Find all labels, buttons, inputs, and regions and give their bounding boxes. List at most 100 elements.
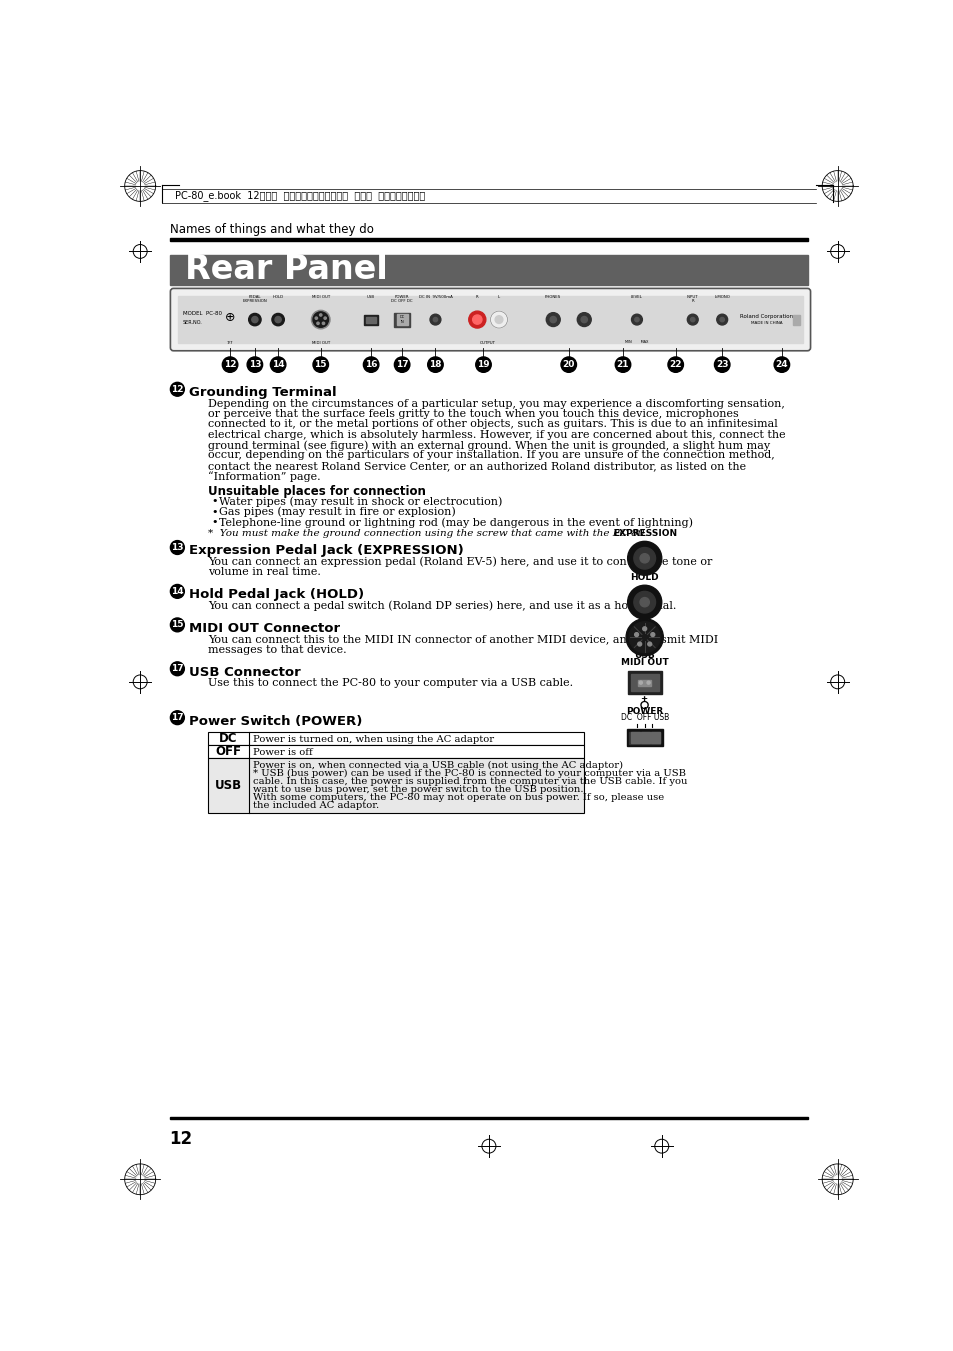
Text: LEVEL: LEVEL — [630, 295, 642, 299]
Circle shape — [625, 619, 662, 655]
Text: L: L — [497, 295, 499, 299]
Text: OFF: OFF — [215, 744, 241, 758]
Text: INPUT
R: INPUT R — [686, 295, 698, 303]
Circle shape — [322, 322, 324, 324]
Bar — [364, 315, 377, 326]
Text: Expression Pedal Jack (EXPRESSION): Expression Pedal Jack (EXPRESSION) — [189, 544, 463, 558]
Circle shape — [646, 681, 649, 684]
Text: 12: 12 — [171, 385, 183, 393]
Text: EXPRESSION: EXPRESSION — [612, 530, 676, 538]
Text: Gas pipes (may result in fire or explosion): Gas pipes (may result in fire or explosi… — [219, 507, 456, 517]
Text: want to use bus power, set the power switch to the USB position.: want to use bus power, set the power swi… — [253, 785, 582, 794]
Bar — [630, 674, 658, 692]
Text: 23: 23 — [715, 361, 728, 369]
Text: PC-80_e.book  12ページ  ２００５年１１月１０日  木曜日  午前１１時３４分: PC-80_e.book 12ページ ２００５年１１月１０日 木曜日 午前１１時… — [174, 190, 425, 201]
Circle shape — [433, 317, 437, 322]
Circle shape — [639, 681, 641, 684]
Bar — [627, 671, 661, 694]
Text: Names of things and what they do: Names of things and what they do — [170, 223, 374, 236]
Circle shape — [650, 632, 654, 636]
Text: Roland Corporation: Roland Corporation — [739, 313, 792, 319]
Text: Power Switch (POWER): Power Switch (POWER) — [189, 715, 362, 728]
Circle shape — [427, 357, 443, 373]
Circle shape — [639, 554, 649, 563]
Text: MIDI OUT: MIDI OUT — [312, 295, 330, 299]
Circle shape — [631, 315, 641, 326]
Text: 15: 15 — [314, 361, 327, 369]
Circle shape — [773, 357, 789, 373]
Text: HOLD: HOLD — [630, 573, 659, 582]
Bar — [366, 316, 375, 323]
Bar — [394, 312, 410, 327]
Circle shape — [638, 642, 641, 646]
Circle shape — [171, 662, 184, 676]
Bar — [629, 731, 659, 744]
Circle shape — [667, 357, 682, 373]
Bar — [650, 732, 659, 743]
Text: volume in real time.: volume in real time. — [208, 567, 321, 577]
Text: 16: 16 — [364, 361, 377, 369]
Text: the included AC adaptor.: the included AC adaptor. — [253, 801, 378, 811]
Text: 21: 21 — [616, 361, 629, 369]
Text: 17: 17 — [171, 665, 184, 673]
Circle shape — [313, 312, 328, 327]
Bar — [396, 315, 407, 326]
Circle shape — [430, 315, 440, 326]
Circle shape — [633, 592, 655, 613]
Text: MIDI OUT Connector: MIDI OUT Connector — [189, 621, 340, 635]
Text: messages to that device.: messages to that device. — [208, 644, 347, 654]
Circle shape — [490, 311, 507, 328]
Text: Depending on the circumstances of a particular setup, you may experience a disco: Depending on the circumstances of a part… — [208, 399, 784, 408]
Bar — [208, 731, 583, 744]
Text: 18: 18 — [429, 361, 441, 369]
Text: ground terminal (see figure) with an external ground. When the unit is grounded,: ground terminal (see figure) with an ext… — [208, 440, 770, 451]
Text: You can connect a pedal switch (Roland DP series) here, and use it as a hold ped: You can connect a pedal switch (Roland D… — [208, 601, 676, 611]
Text: USB: USB — [214, 780, 242, 792]
Circle shape — [634, 317, 639, 322]
Circle shape — [249, 313, 261, 326]
Circle shape — [316, 322, 319, 324]
Text: DC
IN: DC IN — [399, 315, 404, 324]
FancyBboxPatch shape — [171, 288, 810, 351]
Circle shape — [633, 547, 655, 569]
Text: With some computers, the PC-80 may not operate on bus power. If so, please use: With some computers, the PC-80 may not o… — [253, 793, 663, 802]
Text: occur, depending on the particulars of your installation. If you are unsure of t: occur, depending on the particulars of y… — [208, 450, 774, 461]
Circle shape — [324, 317, 326, 319]
Bar — [208, 744, 583, 758]
Text: HOLD: HOLD — [273, 295, 283, 299]
Text: connected to it, or the metal portions of other objects, such as guitars. This i: connected to it, or the metal portions o… — [208, 419, 778, 430]
Text: 12: 12 — [224, 361, 236, 369]
Circle shape — [247, 357, 262, 373]
Text: SER.NO.: SER.NO. — [183, 320, 202, 326]
Circle shape — [272, 313, 284, 326]
Bar — [170, 1117, 807, 1119]
Text: 7/7: 7/7 — [227, 342, 233, 346]
Circle shape — [720, 317, 723, 322]
Text: MIDI OUT: MIDI OUT — [620, 658, 668, 667]
Text: USB: USB — [634, 651, 655, 659]
Circle shape — [313, 357, 328, 373]
Text: Power is turned on, when using the AC adaptor: Power is turned on, when using the AC ad… — [253, 735, 493, 743]
Text: *  You must make the ground connection using the screw that came with the PC-80.: * You must make the ground connection us… — [208, 530, 647, 538]
Text: Rear Panel: Rear Panel — [185, 254, 388, 286]
Text: 14: 14 — [171, 586, 184, 596]
Text: or perceive that the surface feels gritty to the touch when you touch this devic: or perceive that the surface feels gritt… — [208, 409, 739, 419]
Circle shape — [394, 357, 410, 373]
Text: Power is on, when connected via a USB cable (not using the AC adaptor): Power is on, when connected via a USB ca… — [253, 761, 622, 770]
Bar — [626, 730, 661, 746]
Circle shape — [546, 312, 559, 327]
Circle shape — [550, 316, 556, 323]
Text: 14: 14 — [272, 361, 284, 369]
Bar — [793, 315, 800, 326]
Text: MIN        MAX: MIN MAX — [624, 340, 648, 345]
Text: “Information” page.: “Information” page. — [208, 471, 320, 482]
Text: electrical charge, which is absolutely harmless. However, if you are concerned a: electrical charge, which is absolutely h… — [208, 430, 785, 439]
Circle shape — [642, 627, 646, 631]
Bar — [208, 758, 583, 813]
Text: ⊕: ⊕ — [225, 311, 235, 324]
Circle shape — [314, 317, 317, 319]
Text: Telephone-line ground or lightning rod (may be dangerous in the event of lightni: Telephone-line ground or lightning rod (… — [219, 517, 693, 528]
Text: •: • — [212, 507, 217, 516]
Text: PHONES: PHONES — [544, 295, 560, 299]
Bar — [170, 238, 807, 242]
